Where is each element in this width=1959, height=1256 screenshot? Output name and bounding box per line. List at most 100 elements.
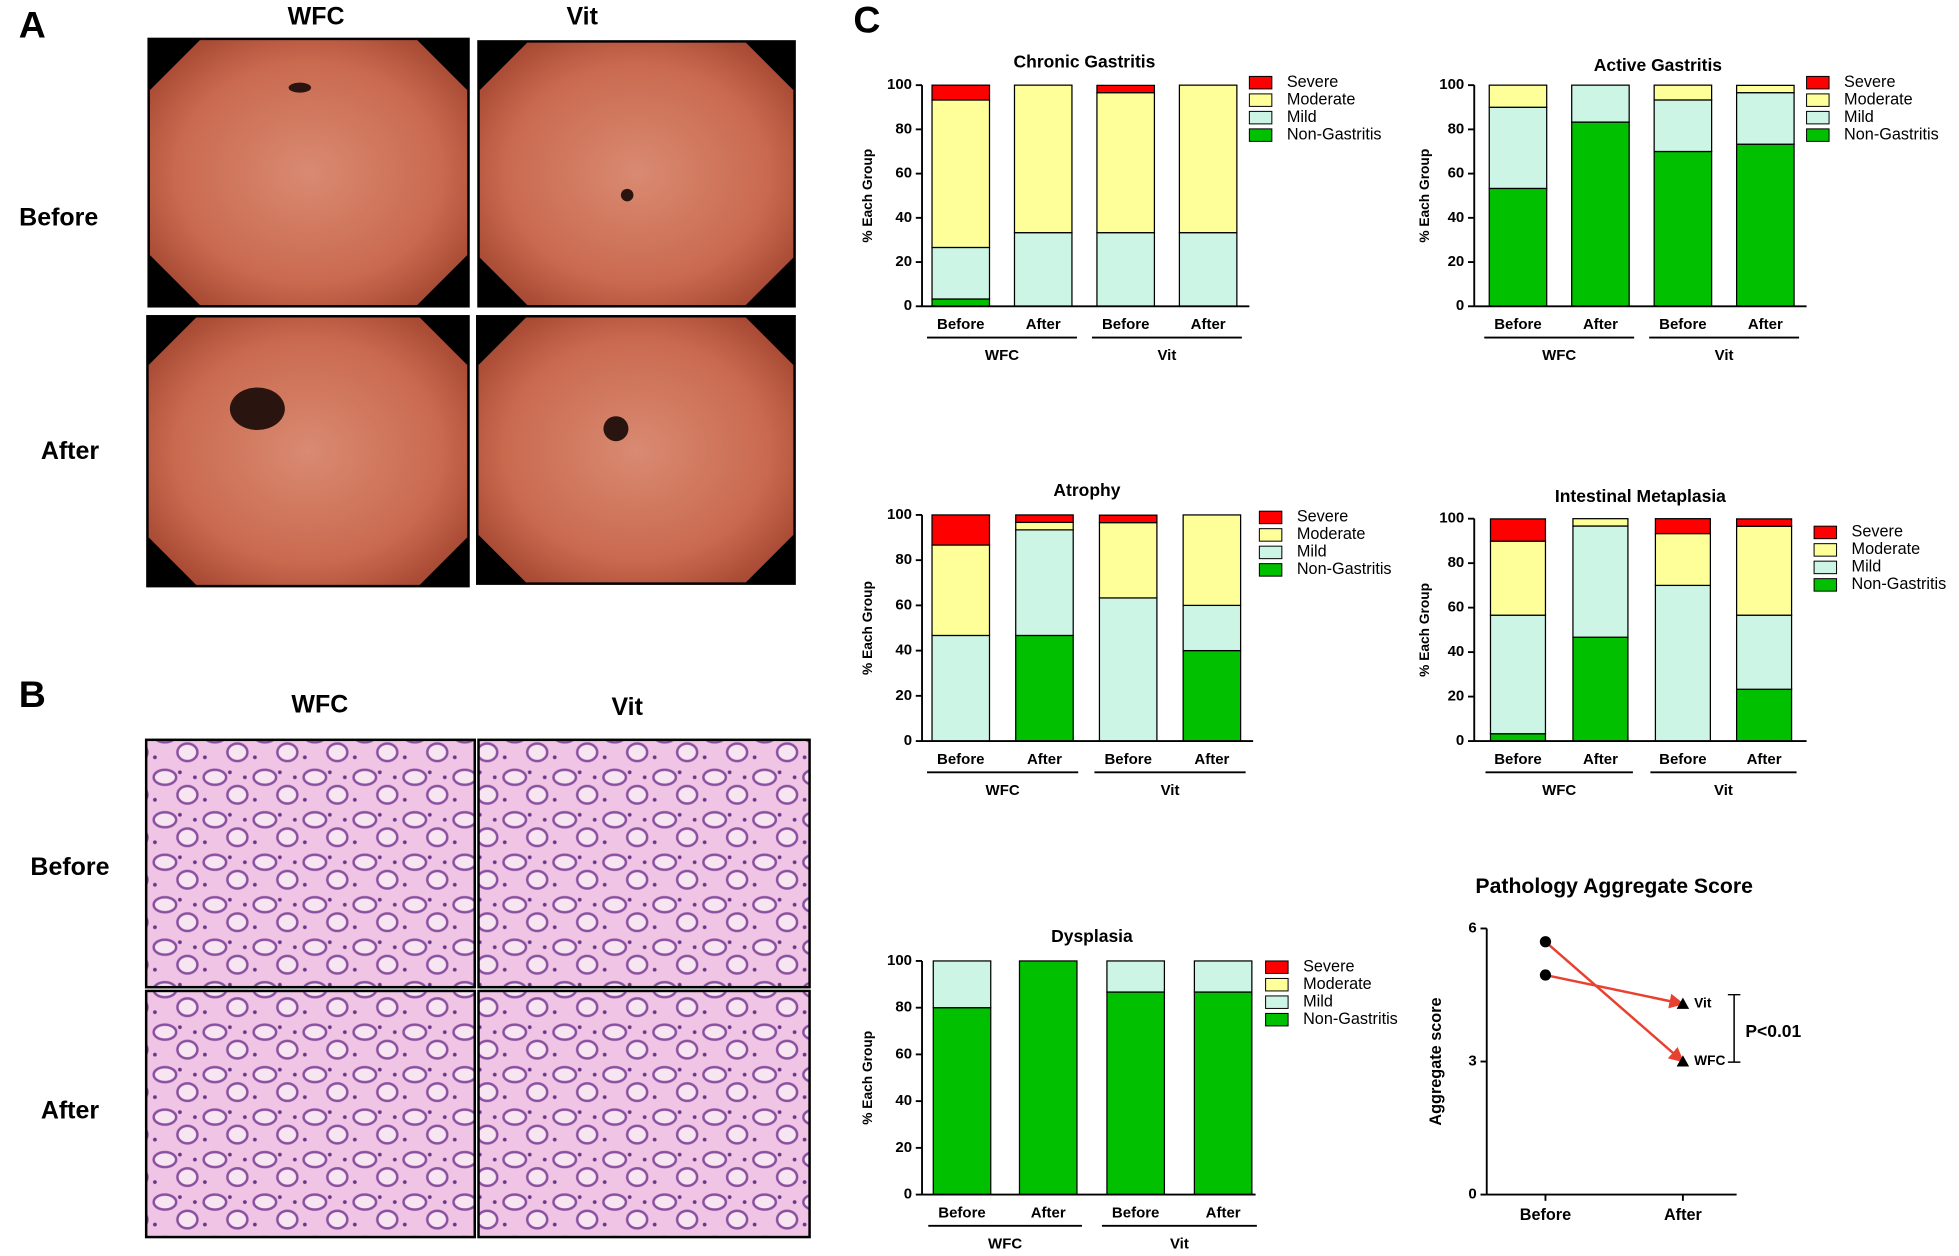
x-tick-label: After (1748, 316, 1783, 333)
x-tick-label: After (1027, 751, 1062, 768)
y-tick-label: 0 (1456, 297, 1464, 314)
bar-segment (1489, 518, 1547, 542)
y-tick-label: 60 (895, 1045, 912, 1062)
bar-segment (1653, 84, 1713, 101)
x-tick-label: Before (937, 751, 984, 768)
y-tick-label: 0 (1456, 732, 1464, 749)
legend-swatch (1806, 128, 1830, 142)
group-label: WFC (985, 347, 1019, 364)
x-tick-label: After (1026, 316, 1061, 333)
x-tick-label: After (1031, 1204, 1066, 1221)
bar-segment (1013, 84, 1073, 234)
bar-segment (1015, 514, 1074, 524)
group-label: Vit (1157, 347, 1176, 364)
bar-segment (932, 1007, 992, 1196)
bar-segment (1178, 84, 1238, 234)
group-label: WFC (988, 1236, 1022, 1253)
legend-swatch (1813, 578, 1838, 592)
x-tick-label: After (1194, 751, 1229, 768)
y-tick-label: 60 (1448, 165, 1465, 182)
series-label: Vit (1694, 995, 1712, 1010)
group-label: Vit (1715, 347, 1734, 364)
legend-label: Mild (1287, 108, 1317, 126)
row-header: After (41, 437, 100, 465)
legend-label: Severe (1297, 508, 1348, 526)
column-header: WFC (288, 2, 345, 30)
legend-swatch (1813, 543, 1838, 557)
y-axis-label: Aggregate score (1427, 997, 1445, 1125)
chart-title: Dysplasia (1051, 926, 1133, 946)
legend-swatch (1248, 110, 1273, 125)
legend-label: Mild (1297, 543, 1327, 561)
group-label: Vit (1714, 782, 1733, 799)
bar-segment (1193, 991, 1253, 1196)
y-axis-label: % Each Group (1417, 149, 1432, 243)
bar-segment (1106, 991, 1166, 1196)
bar-segment (1096, 232, 1156, 307)
legend-swatch (1258, 563, 1283, 577)
y-tick-label: 3 (1468, 1052, 1476, 1069)
series-label: WFC (1694, 1053, 1725, 1068)
bar-segment (1488, 187, 1548, 307)
legend-label: Severe (1844, 73, 1895, 91)
point (1676, 997, 1690, 1009)
column-header: Vit (566, 2, 598, 30)
y-tick-label: 60 (895, 596, 912, 613)
x-tick-label: After (1583, 751, 1618, 768)
bar-segment (1013, 232, 1073, 307)
significance-bracket (1727, 993, 1741, 1063)
bar-segment (1489, 614, 1547, 735)
endoscopy-photos (146, 37, 796, 588)
bar-segment (1654, 518, 1712, 535)
chart-title: Atrophy (1053, 480, 1120, 500)
row-header: Before (30, 853, 109, 881)
bar-segment (1572, 518, 1629, 527)
bar-segment (931, 634, 991, 742)
y-tick-label: 20 (895, 687, 912, 704)
y-tick-label: 0 (1468, 1186, 1476, 1203)
y-tick-label: 40 (895, 1092, 912, 1109)
chart-title: Intestinal Metaplasia (1555, 486, 1726, 506)
legend-label: Moderate (1297, 525, 1366, 543)
y-tick-label: 100 (887, 506, 912, 523)
bar-segment (1654, 532, 1712, 587)
bar-segment (1015, 521, 1074, 531)
bar-segment (1098, 597, 1158, 742)
x-tick-label: After (1583, 316, 1618, 333)
y-tick-label: 100 (887, 952, 912, 969)
x-tick-label: Before (1659, 751, 1706, 768)
y-tick-label: 6 (1468, 919, 1476, 936)
row-header: Before (19, 203, 98, 231)
y-tick-label: 0 (904, 732, 912, 749)
series-line (1544, 940, 1685, 1063)
x-tick-label: Before (1104, 751, 1151, 768)
x-tick-label: Before (1112, 1204, 1159, 1221)
bar-segment (1098, 521, 1158, 599)
legend-label: Mild (1844, 108, 1874, 126)
y-tick-label: 40 (1448, 643, 1465, 660)
legend-label: Severe (1287, 73, 1338, 91)
x-tick-label: After (1191, 316, 1226, 333)
y-tick-label: 0 (904, 297, 912, 314)
point (1539, 969, 1552, 981)
x-tick-label: Before (1494, 751, 1541, 768)
legend-swatch (1248, 128, 1273, 142)
bar-segment (931, 99, 991, 249)
group-label: Vit (1161, 782, 1180, 799)
legend-swatch (1806, 110, 1830, 125)
bar-segment (931, 298, 991, 307)
chart-title: Active Gastritis (1594, 55, 1722, 75)
y-tick-label: 80 (895, 551, 912, 568)
bar-segment (1489, 733, 1547, 742)
bar-segment (1182, 649, 1242, 742)
bar-segment (1488, 106, 1548, 190)
bar-segment (1106, 960, 1166, 993)
bar-segment (1572, 636, 1629, 742)
legend-swatch (1813, 560, 1838, 575)
legend-swatch (1248, 93, 1273, 107)
y-tick-label: 40 (895, 642, 912, 659)
group-label: Vit (1170, 1236, 1189, 1253)
y-axis-label: % Each Group (1417, 583, 1432, 677)
